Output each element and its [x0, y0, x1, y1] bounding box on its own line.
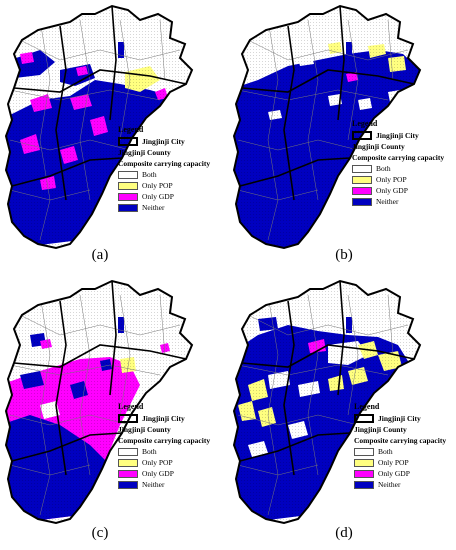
legend-neither: Neither	[142, 479, 165, 489]
legend-only-pop: Only POP	[142, 180, 173, 190]
swatch-only-pop	[352, 175, 372, 184]
city-boundary-swatch	[118, 137, 138, 146]
map-d	[232, 279, 422, 525]
map-panel-d: Legend Jingjinji City Jingjinji County C…	[228, 275, 456, 550]
swatch-only-gdp	[354, 469, 374, 478]
legend-only-gdp: Only GDP	[378, 468, 410, 478]
legend-capacity: Composite carrying capacity	[118, 158, 211, 168]
swatch-neither	[352, 197, 372, 206]
legend-county: Jingjinji County	[118, 147, 171, 157]
swatch-only-pop	[118, 181, 138, 190]
legend-county: Jingjinji County	[354, 424, 407, 434]
legend-only-gdp: Only GDP	[376, 185, 408, 195]
city-boundary-swatch	[352, 131, 372, 140]
legend-only-gdp: Only GDP	[142, 191, 174, 201]
legend-only-pop: Only POP	[142, 457, 173, 467]
swatch-only-gdp	[352, 186, 372, 195]
legend-b: Legend Jingjinji City Jingjinji County C…	[352, 120, 444, 207]
legend-both: Both	[376, 163, 391, 173]
legend-only-pop: Only POP	[378, 457, 409, 467]
legend-d: Legend Jingjinji City Jingjinji County C…	[354, 403, 446, 490]
city-boundary-swatch	[354, 414, 374, 423]
legend-c: Legend Jingjinji City Jingjinji County C…	[118, 403, 210, 490]
swatch-both	[118, 170, 138, 179]
swatch-both	[352, 164, 372, 173]
caption-c: (c)	[91, 525, 109, 541]
swatch-only-gdp	[118, 469, 138, 478]
legend-capacity: Composite carrying capacity	[118, 435, 211, 445]
swatch-both	[354, 447, 374, 456]
legend-title: Legend	[118, 125, 144, 134]
city-boundary-swatch	[118, 414, 138, 423]
legend-title: Legend	[118, 402, 144, 411]
map-panel-c: Legend Jingjinji City Jingjinji County C…	[0, 275, 228, 550]
legend-neither: Neither	[142, 202, 165, 212]
legend-both: Both	[378, 446, 393, 456]
swatch-only-pop	[354, 458, 374, 467]
caption-b: (b)	[335, 247, 353, 263]
map-panel-b: Legend Jingjinji City Jingjinji County C…	[228, 0, 456, 275]
swatch-both	[118, 447, 138, 456]
legend-city: Jingjinji City	[142, 413, 185, 423]
legend-neither: Neither	[378, 479, 401, 489]
legend-title: Legend	[354, 402, 380, 411]
legend-capacity: Composite carrying capacity	[352, 152, 445, 162]
legend-city: Jingjinji City	[376, 130, 419, 140]
legend-only-pop: Only POP	[376, 174, 407, 184]
caption-d: (d)	[335, 525, 353, 541]
map-b	[232, 4, 422, 250]
map-a	[4, 4, 194, 250]
legend-county: Jingjinji County	[352, 141, 405, 151]
legend-both: Both	[142, 446, 157, 456]
legend-only-gdp: Only GDP	[142, 468, 174, 478]
map-panel-a: Legend Jingjinji City Jingjinji County C…	[0, 0, 228, 275]
caption-a: (a)	[91, 247, 109, 263]
legend-neither: Neither	[376, 196, 399, 206]
swatch-neither	[118, 480, 138, 489]
legend-city: Jingjinji City	[142, 136, 185, 146]
legend-a: Legend Jingjinji City Jingjinji County C…	[118, 126, 210, 213]
legend-title: Legend	[352, 119, 378, 128]
swatch-neither	[354, 480, 374, 489]
legend-capacity: Composite carrying capacity	[354, 435, 447, 445]
swatch-only-pop	[118, 458, 138, 467]
legend-county: Jingjinji County	[118, 424, 171, 434]
swatch-neither	[118, 203, 138, 212]
legend-both: Both	[142, 169, 157, 179]
swatch-only-gdp	[118, 192, 138, 201]
map-c	[4, 279, 194, 525]
legend-city: Jingjinji City	[378, 413, 421, 423]
